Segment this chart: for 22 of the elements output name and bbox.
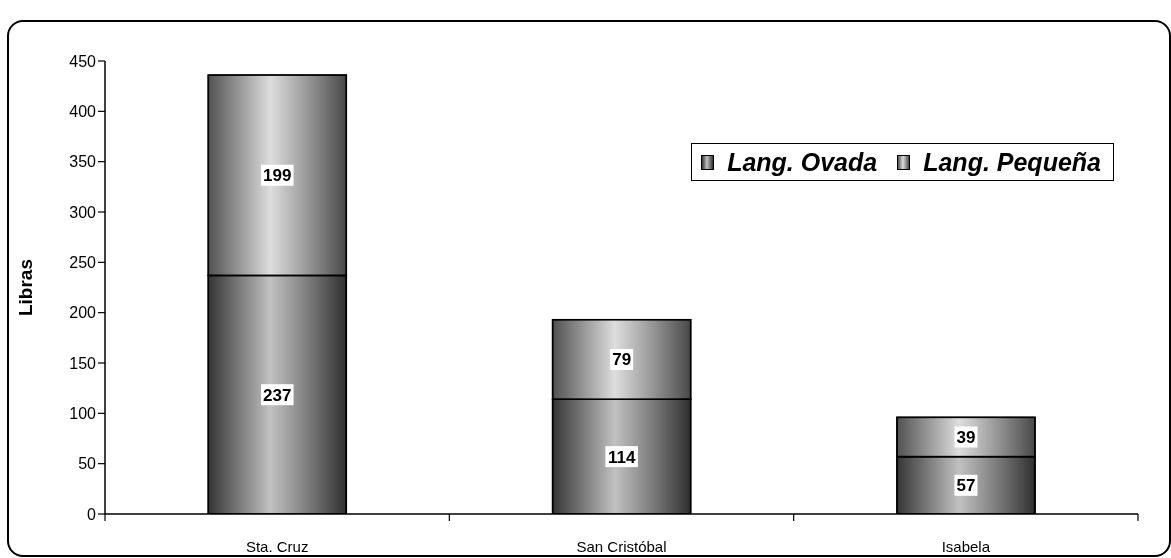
- y-tick-label: 300: [69, 203, 97, 221]
- legend-label: Lang. Ovada: [727, 148, 878, 176]
- data-label: 79: [612, 350, 632, 370]
- y-tick-label: 400: [69, 103, 97, 121]
- y-tick-label: 50: [78, 455, 97, 473]
- data-label: 39: [956, 427, 976, 447]
- y-tick-label: 450: [69, 52, 97, 70]
- x-tick-label: San Cristóbal: [576, 538, 667, 555]
- x-tick-label: Isabela: [941, 538, 991, 555]
- y-tick-label: 200: [69, 304, 97, 322]
- data-label: 57: [956, 476, 976, 496]
- y-tick-label: 0: [87, 505, 97, 523]
- y-tick-label: 150: [69, 354, 97, 372]
- y-tick-label: 250: [69, 254, 97, 272]
- legend-label: Lang. Pequeña: [923, 148, 1101, 176]
- data-label: 199: [263, 166, 292, 186]
- data-label: 114: [607, 447, 636, 467]
- y-tick-label: 350: [69, 153, 97, 171]
- y-tick-label: 100: [69, 405, 97, 423]
- x-tick-label: Sta. Cruz: [245, 538, 309, 555]
- y-axis-title: Libras: [15, 258, 36, 317]
- data-label: 237: [263, 385, 292, 405]
